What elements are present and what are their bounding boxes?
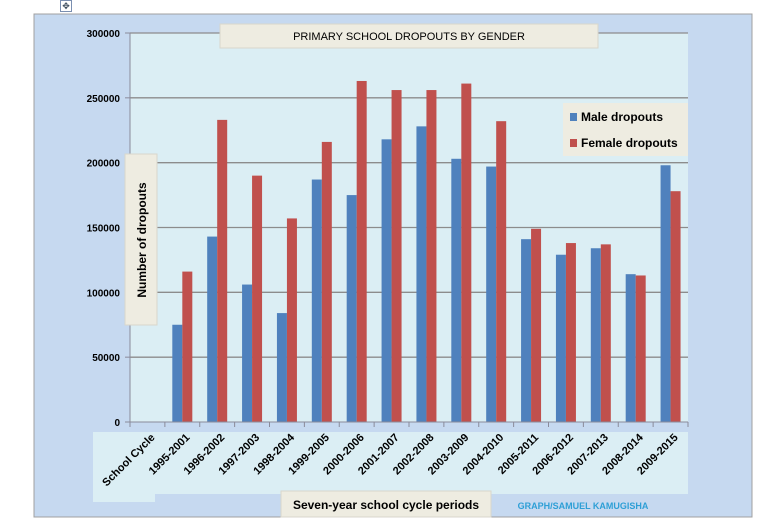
- y-axis-label: Number of dropouts: [135, 182, 149, 298]
- bar-male-1996-2002: [207, 236, 218, 422]
- y-tick-label: 250000: [87, 94, 121, 105]
- bar-male-2002-2008: [416, 126, 427, 423]
- title-box: [219, 23, 599, 49]
- y-tick-label: 200000: [87, 159, 121, 170]
- bar-male-2004-2010: [486, 166, 497, 422]
- bar-male-2006-2012: [555, 254, 566, 422]
- bar-female-2005-2011: [531, 228, 542, 422]
- bar-male-2005-2011: [521, 239, 532, 422]
- y-tick-label: 100000: [87, 288, 121, 299]
- legend-label-male: Male dropouts: [581, 110, 663, 124]
- ylabel-box: [124, 153, 158, 326]
- y-tick-label: 300000: [87, 29, 121, 40]
- bar-female-2002-2008: [426, 90, 437, 422]
- y-tick-label: 0: [114, 418, 120, 429]
- x-label-area: [93, 432, 688, 494]
- legend-label-female: Female dropouts: [581, 136, 678, 150]
- bar-female-1995-2001: [182, 271, 193, 422]
- bar-female-2001-2007: [391, 90, 402, 422]
- chart-title: PRIMARY SCHOOL DROPOUTS BY GENDER: [293, 31, 525, 43]
- bar-female-1996-2002: [217, 119, 228, 423]
- bar-female-2006-2012: [565, 243, 576, 422]
- legend-box: [563, 103, 688, 156]
- bar-female-2008-2014: [635, 275, 646, 422]
- bar-male-2009-2015: [660, 165, 671, 422]
- y-tick-label: 150000: [87, 224, 121, 235]
- legend: Male dropouts Female dropouts: [563, 103, 688, 156]
- bar-male-2000-2006: [346, 195, 357, 422]
- bar-male-1997-2003: [242, 284, 253, 422]
- bar-male-1999-2005: [311, 179, 322, 422]
- bar-male-2007-2013: [590, 248, 601, 422]
- xlabel-box: [280, 490, 492, 518]
- bar-female-2000-2006: [356, 80, 367, 422]
- bar-female-2009-2015: [670, 191, 681, 422]
- y-tick-label: 50000: [92, 353, 120, 364]
- bar-female-1997-2003: [252, 175, 263, 422]
- credit-text: GRAPH/SAMUEL KAMUGISHA: [518, 501, 649, 511]
- x-axis-label: Seven-year school cycle periods: [293, 498, 479, 512]
- bar-female-1999-2005: [321, 141, 332, 423]
- bar-male-2008-2014: [625, 274, 636, 422]
- x-label-area-ext: [93, 494, 155, 502]
- bar-male-1998-2004: [276, 313, 287, 422]
- legend-swatch-male: [570, 113, 577, 121]
- bar-male-2001-2007: [381, 139, 392, 422]
- bar-male-2003-2009: [451, 158, 462, 422]
- bar-male-1995-2001: [172, 324, 183, 422]
- bar-female-2004-2010: [496, 121, 507, 422]
- legend-swatch-female: [570, 139, 577, 147]
- move-handle-icon[interactable]: ✥: [60, 0, 72, 12]
- bar-female-1998-2004: [286, 218, 297, 422]
- bar-female-2003-2009: [461, 83, 472, 422]
- bar-female-2007-2013: [600, 244, 611, 422]
